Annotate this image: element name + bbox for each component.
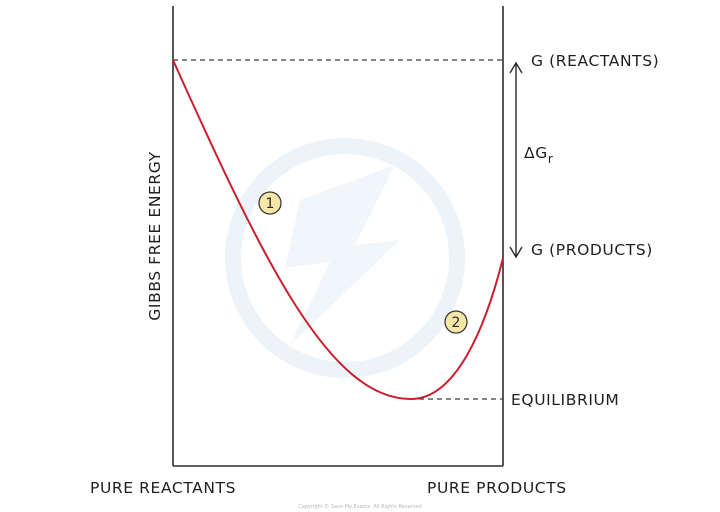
- badge-1-text: 1: [266, 196, 275, 212]
- copyright-text: Copyright © Save My Exams. All Rights Re…: [298, 503, 422, 510]
- equilibrium-label: EQUILIBRIUM: [511, 391, 619, 409]
- delta-g-text: ΔG: [524, 144, 548, 162]
- delta-g-subscript: r: [548, 152, 554, 166]
- delta-g-label: ΔGr: [524, 144, 553, 166]
- x-left-label: PURE REACTANTS: [90, 479, 236, 497]
- watermark-logo: [225, 138, 465, 378]
- products-level-label: G (PRODUCTS): [531, 241, 653, 259]
- badge-2-text: 2: [452, 315, 461, 331]
- gibbs-curve: [172, 59, 504, 401]
- badge-1: 1: [258, 191, 282, 215]
- x-right-label: PURE PRODUCTS: [427, 479, 567, 497]
- delta-g-arrow: [509, 61, 523, 259]
- reactants-level-label: G (REACTANTS): [531, 52, 659, 70]
- y-axis-label: GIBBS FREE ENERGY: [146, 151, 164, 320]
- badge-2: 2: [444, 310, 468, 334]
